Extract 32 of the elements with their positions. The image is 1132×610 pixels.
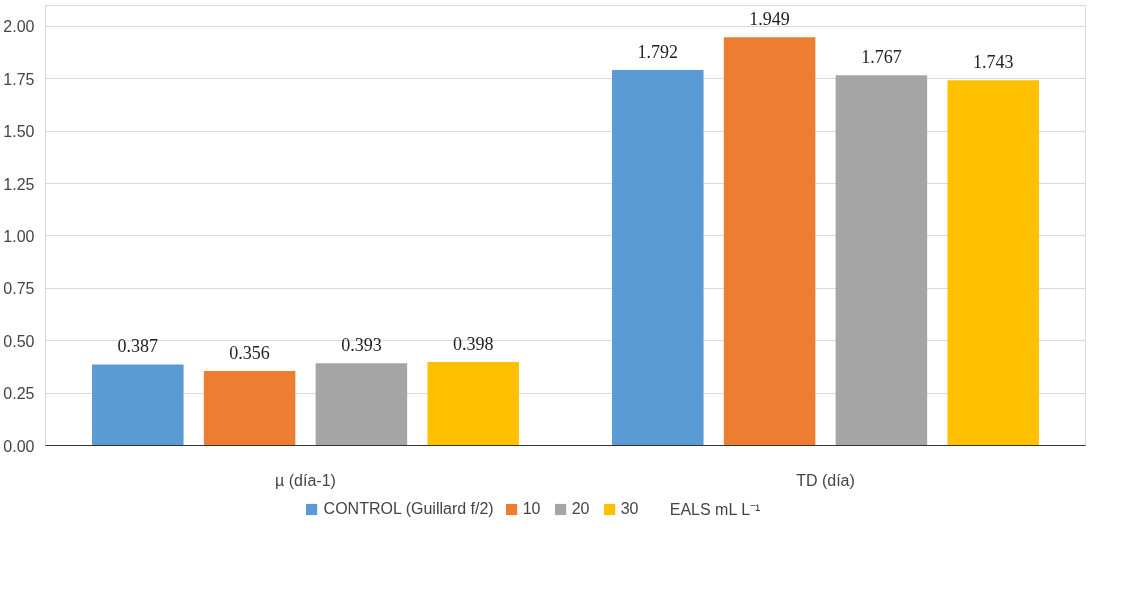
- bar: [427, 362, 519, 446]
- x-tick-label: µ (día-1): [275, 471, 336, 489]
- data-label: 1.792: [637, 42, 679, 63]
- legend-label: 20: [571, 500, 591, 518]
- bar: [315, 363, 408, 446]
- data-label: 1.767: [861, 47, 902, 68]
- bar: [203, 370, 296, 446]
- y-tick-label: 1.50: [3, 123, 35, 141]
- y-tick-label: 0.00: [3, 437, 35, 455]
- legend-title: EALS mL L⁻¹: [669, 500, 761, 520]
- y-tick-label: 0.50: [3, 332, 35, 350]
- y-tick-label: 1.00: [3, 227, 35, 245]
- bar: [947, 80, 1039, 446]
- data-label: 0.387: [117, 336, 159, 357]
- bar: [723, 37, 816, 446]
- y-tick-label: 0.25: [3, 385, 35, 403]
- legend-label: 30: [620, 500, 640, 518]
- x-tick-label: TD (día): [796, 471, 855, 489]
- data-label: 1.743: [972, 52, 1014, 73]
- legend-label: CONTROL (Guillard f/2): [323, 500, 494, 518]
- y-tick-label: 1.25: [3, 175, 35, 193]
- legend-label: 10: [522, 500, 542, 518]
- data-label: 1.949: [749, 9, 790, 30]
- data-label: 0.398: [452, 334, 494, 355]
- y-tick-label: 2.00: [3, 18, 35, 36]
- y-tick-label: 1.75: [3, 70, 35, 88]
- bar: [835, 75, 928, 446]
- data-label: 0.356: [229, 342, 270, 363]
- bar: [92, 364, 184, 446]
- bar: [612, 70, 704, 446]
- data-label: 0.393: [341, 335, 382, 356]
- y-tick-label: 0.75: [3, 280, 35, 298]
